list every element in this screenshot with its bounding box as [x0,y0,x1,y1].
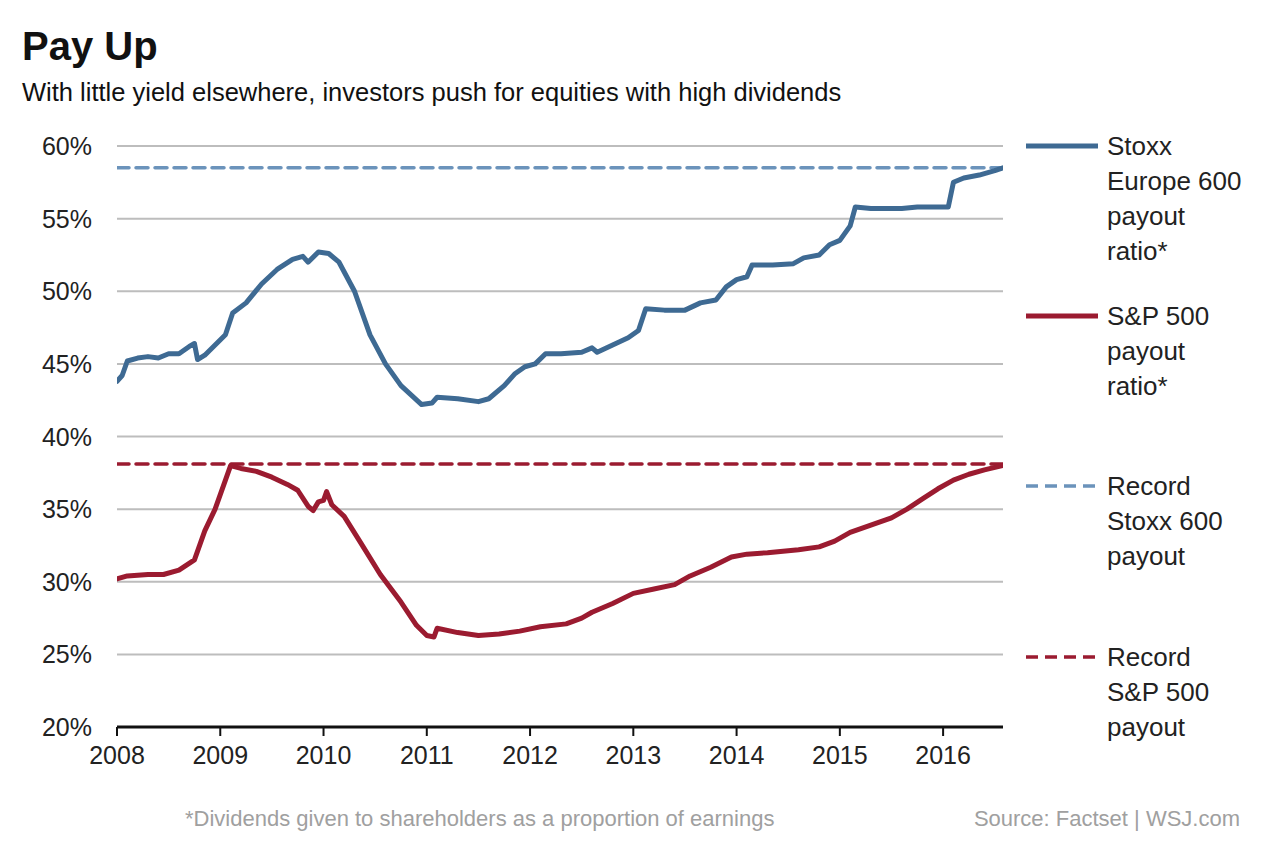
title: Pay Up [22,24,158,68]
legend-line: ratio* [1107,371,1168,401]
legend-line: payout [1107,541,1186,571]
record-line [117,462,1003,466]
legend-line: payout [1107,336,1186,366]
x-tick-label: 2014 [709,741,765,769]
legend-line: Record [1107,642,1191,672]
legend-line: Europe 600 [1107,166,1241,196]
grid-line [117,145,1003,147]
legend-label: Stoxx Europe 600 payout ratio* [1107,131,1241,266]
legend-line: Stoxx [1107,131,1172,161]
x-axis [117,726,1003,729]
grid-line [117,290,1003,292]
legend-line: S&P 500 [1107,301,1209,331]
y-tick-label: 60% [42,132,92,160]
legend-line: payout [1107,201,1186,231]
legend-swatch [1026,655,1098,659]
y-tick-label: 45% [42,350,92,378]
x-tick [942,727,944,736]
x-tick-label: 2010 [296,741,352,769]
plot-area [117,168,1003,637]
x-tick [632,727,634,736]
legend-swatch [1026,144,1098,149]
x-tick [839,727,841,736]
series-line [117,466,1003,637]
subtitle: With little yield elsewhere, investors p… [22,78,841,106]
grid-line [117,581,1003,583]
record-line [117,166,1003,170]
x-tick-label: 2016 [915,741,971,769]
x-tick-label: 2012 [502,741,558,769]
x-tick [426,727,428,736]
legend-line: Stoxx 600 [1107,506,1223,536]
legend-label: S&P 500 payout ratio* [1107,301,1209,401]
y-tick-label: 30% [42,568,92,596]
x-tick-label: 2013 [606,741,662,769]
legend-line: S&P 500 [1107,677,1209,707]
x-tick-label: 2011 [400,741,454,769]
grid-line [117,653,1003,655]
y-tick-label: 35% [42,495,92,523]
y-tick-label: 50% [42,277,92,305]
x-tick [219,727,221,736]
x-tick [323,727,325,736]
legend-label: Record Stoxx 600 payout [1107,471,1223,571]
x-tick-label: 2008 [89,741,145,769]
y-tick-label: 25% [42,640,92,668]
grid-line [117,363,1003,365]
y-tick-label: 55% [42,205,92,233]
y-tick-label: 40% [42,423,92,451]
x-tick-label: 2015 [812,741,868,769]
legend-label: Record S&P 500 payout [1107,642,1209,742]
legend-line: Record [1107,471,1191,501]
series-line [117,168,1003,405]
legend-swatch [1026,484,1098,488]
x-tick [116,727,118,736]
footnote: *Dividends given to shareholders as a pr… [185,806,774,831]
x-tick [529,727,531,736]
legend-line: ratio* [1107,236,1168,266]
y-tick-label: 20% [42,713,92,741]
grid-line [117,436,1003,438]
x-tick [736,727,738,736]
legend-line: payout [1107,712,1186,742]
grid-line [117,218,1003,220]
x-tick-label: 2009 [192,741,248,769]
legend-swatch [1026,314,1098,319]
chart: Pay Up With little yield elsewhere, inves… [0,0,1280,853]
grid-line [117,508,1003,510]
source: Source: Factset | WSJ.com [974,806,1240,831]
